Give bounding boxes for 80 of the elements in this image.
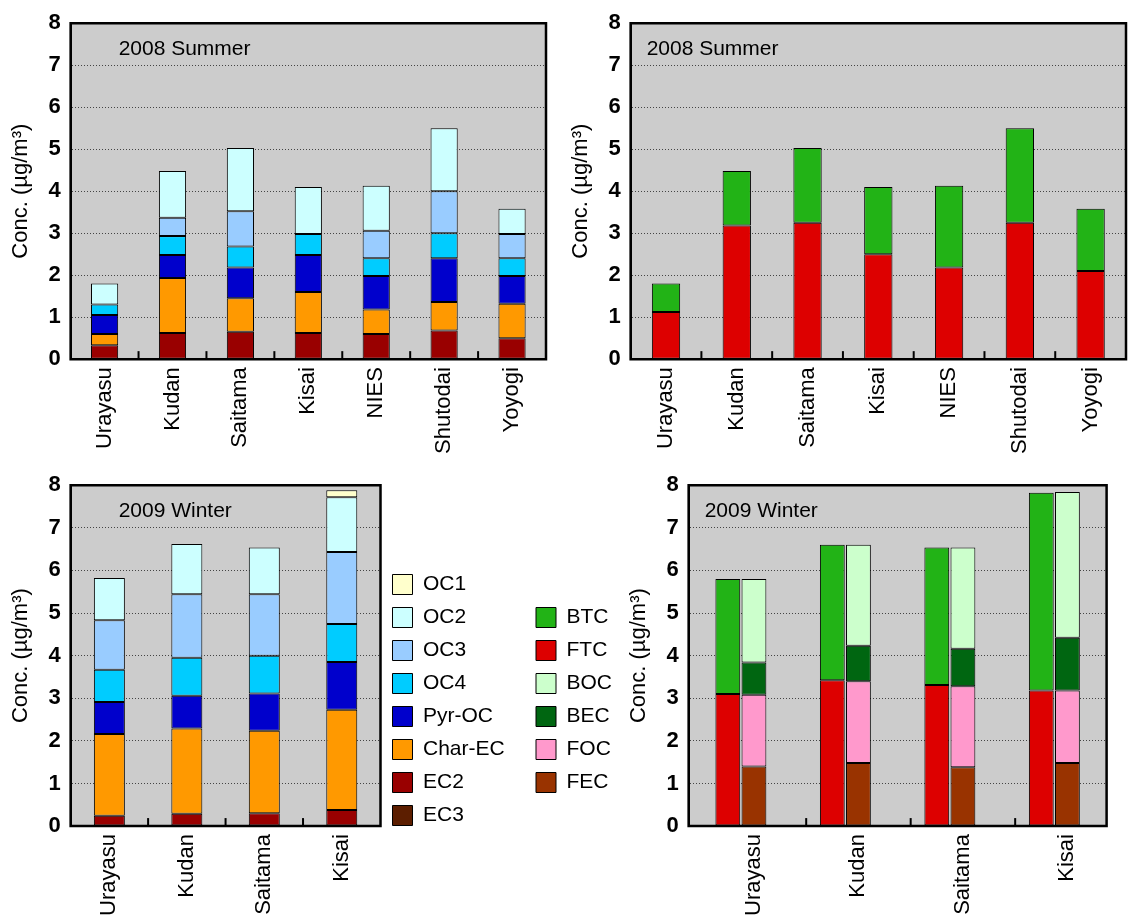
y-tick-label: 8 [48,9,61,35]
y-tick-label: 2 [48,261,61,287]
y-tick-label: 8 [48,471,61,497]
y-tick-label: 7 [666,513,679,539]
legend-label: OC4 [423,670,467,694]
y-tick-label: 3 [666,684,679,710]
y-tick-label: 7 [608,51,621,77]
x-tick-label: Shutodai [430,367,456,455]
x-tick-label: Yoyogi [498,367,524,433]
legend-label: FTC [566,637,608,661]
y-tick-label: 1 [48,303,61,329]
x-tick-label: Kisai [327,834,353,882]
x-tick-label: Saitama [793,366,819,448]
legend-label: EC2 [423,769,464,793]
y-tick-label: 8 [666,471,679,497]
x-tick-label: Urayasu [90,367,116,450]
x-tick-label: Saitama [226,366,252,448]
text: 2009 Winter [118,498,232,521]
text: 2008 Summer [646,36,779,59]
y-axis-title: Conc. (µg/m³) [7,588,33,724]
legend-label: Char-EC [423,736,505,760]
y-tick-label: 4 [48,177,62,203]
legend-label: FEC [566,769,609,793]
x-tick-label: Kudan [158,367,184,431]
x-tick-label: Kudan [172,834,198,898]
legend-label: BOC [566,670,613,694]
x-tick-label: NIES [935,367,961,419]
legend-label: BTC [566,604,609,628]
y-tick-label: 7 [48,513,61,539]
y-tick-label: 5 [48,135,61,161]
y-tick-label: 1 [48,769,61,795]
legend-label: OC1 [423,571,467,595]
y-tick-label: 6 [608,93,621,119]
y-tick-label: 1 [666,769,679,795]
x-tick-label: Kisai [1053,834,1079,882]
legend-label: Pyr-OC [423,703,493,727]
y-tick-label: 0 [666,812,679,838]
legend-label: EC3 [423,802,464,826]
y-axis-title: Conc. (µg/m³) [567,123,593,259]
y-tick-label: 0 [48,812,61,838]
x-tick-label: Urayasu [652,367,678,450]
y-tick-label: 1 [608,303,621,329]
y-axis-title: Conc. (µg/m³) [625,588,651,724]
y-tick-label: 6 [666,556,679,582]
y-tick-label: 2 [666,726,679,752]
x-tick-label: Kudan [722,367,748,431]
y-tick-label: 3 [48,684,61,710]
y-tick-label: 5 [608,135,621,161]
y-tick-label: 5 [666,599,679,625]
y-tick-label: 5 [48,599,61,625]
y-tick-label: 0 [48,345,61,371]
y-tick-label: 3 [608,219,621,245]
x-tick-label: Urayasu [740,834,766,916]
y-tick-label: 4 [48,641,62,667]
y-tick-label: 6 [48,556,61,582]
legend-label: BEC [566,703,610,727]
y-tick-label: 4 [666,641,680,667]
legend-label: FOC [566,736,611,760]
text: 2009 Winter [704,498,818,521]
x-tick-label: Yoyogi [1076,367,1102,433]
y-tick-label: 0 [608,345,621,371]
x-tick-label: NIES [362,367,388,419]
x-tick-label: Saitama [948,833,974,915]
y-tick-label: 2 [48,726,61,752]
text: 2008 Summer [118,36,251,59]
x-tick-label: Urayasu [95,834,121,916]
y-tick-label: 7 [48,51,61,77]
y-tick-label: 6 [48,93,61,119]
y-tick-label: 4 [608,177,622,203]
y-tick-label: 3 [48,219,61,245]
x-tick-label: Kisai [294,367,320,415]
x-tick-label: Kudan [844,834,870,898]
x-tick-label: Kisai [864,367,890,415]
y-axis-title: Conc. (µg/m³) [7,123,33,259]
x-tick-label: Saitama [250,833,276,915]
legend-label: OC3 [423,637,467,661]
y-tick-label: 8 [608,9,621,35]
x-tick-label: Shutodai [1005,367,1031,455]
legend-label: OC2 [423,604,467,628]
y-tick-label: 2 [608,261,621,287]
